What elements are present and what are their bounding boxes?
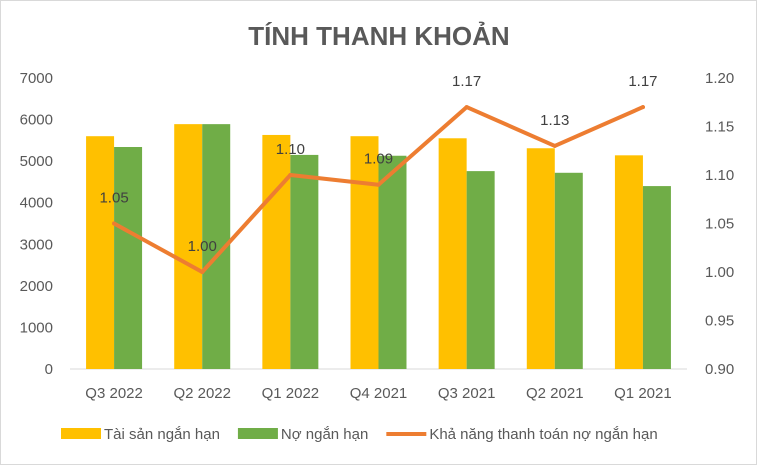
category-label: Q3 2021 bbox=[438, 385, 496, 402]
legend-item-tai-san-swatch bbox=[61, 428, 101, 439]
line-data-label: 1.05 bbox=[99, 190, 128, 207]
category-label: Q1 2022 bbox=[262, 385, 320, 402]
left-tick-label: 4000 bbox=[20, 195, 53, 212]
bar-no-ngan-han bbox=[290, 154, 319, 369]
bar-tai-san-ngan-han bbox=[438, 138, 467, 369]
right-tick-label: 1.20 bbox=[705, 70, 734, 87]
line-data-label: 1.09 bbox=[364, 151, 393, 168]
bar-series bbox=[86, 124, 671, 369]
left-tick-label: 5000 bbox=[20, 153, 53, 170]
bar-no-ngan-han bbox=[114, 147, 143, 369]
line-point bbox=[552, 143, 557, 148]
right-tick-label: 1.05 bbox=[705, 216, 734, 233]
category-label: Q3 2022 bbox=[85, 385, 143, 402]
line-data-label: 1.13 bbox=[540, 112, 569, 129]
line-point bbox=[640, 105, 645, 110]
line-data-label: 1.10 bbox=[276, 141, 305, 158]
right-axis-ticks: 0.90 0.95 1.00 1.05 1.10 1.15 1.20 bbox=[705, 70, 734, 378]
left-tick-label: 3000 bbox=[20, 236, 53, 253]
category-labels: Q3 2022 Q2 2022 Q1 2022 Q4 2021 Q3 2021 Q2 20… bbox=[85, 385, 671, 402]
line-point bbox=[464, 105, 469, 110]
legend-item-no-swatch bbox=[237, 428, 278, 439]
bar-tai-san-ngan-han bbox=[86, 136, 115, 369]
right-tick-label: 0.90 bbox=[705, 361, 734, 378]
right-tick-label: 0.95 bbox=[705, 313, 734, 330]
bar-no-ngan-han bbox=[378, 155, 407, 369]
category-label: Q2 2022 bbox=[173, 385, 231, 402]
category-label: Q4 2021 bbox=[350, 385, 408, 402]
legend-item-kha-nang-label: Khả năng thanh toán nợ ngắn hạn bbox=[429, 426, 657, 443]
line-series: 1.05 1.00 1.10 1.09 1.17 1.13 1.17 bbox=[99, 73, 658, 274]
left-axis-ticks: 0 1000 2000 3000 4000 5000 6000 7000 bbox=[20, 70, 53, 378]
legend-item-no-label: Nợ ngắn hạn bbox=[281, 426, 368, 443]
right-tick-label: 1.15 bbox=[705, 119, 734, 136]
category-label: Q1 2021 bbox=[614, 385, 672, 402]
line-data-label: 1.17 bbox=[452, 73, 481, 90]
left-tick-label: 0 bbox=[45, 361, 53, 378]
line-point bbox=[200, 270, 205, 274]
bar-tai-san-ngan-han bbox=[262, 134, 291, 369]
category-label: Q2 2021 bbox=[526, 385, 584, 402]
line-point bbox=[288, 173, 293, 177]
line-point bbox=[112, 221, 117, 226]
chart-title: TÍNH THANH KHOẢN bbox=[248, 21, 509, 51]
bar-tai-san-ngan-han bbox=[614, 155, 643, 369]
bar-no-ngan-han bbox=[466, 171, 495, 369]
left-tick-label: 6000 bbox=[20, 112, 53, 129]
bar-no-ngan-han bbox=[554, 172, 583, 369]
line-data-label: 1.00 bbox=[188, 238, 217, 255]
right-tick-label: 1.00 bbox=[705, 264, 734, 281]
line-point bbox=[376, 182, 381, 187]
legend-item-tai-san-label: Tài sản ngắn hạn bbox=[104, 426, 220, 443]
left-tick-label: 2000 bbox=[20, 278, 53, 295]
right-tick-label: 1.10 bbox=[705, 167, 734, 184]
bar-tai-san-ngan-han bbox=[350, 136, 379, 369]
bar-tai-san-ngan-han bbox=[526, 148, 555, 369]
legend: Tài sản ngắn hạn Nợ ngắn hạn Khả năng than… bbox=[61, 426, 658, 443]
bar-tai-san-ngan-han bbox=[174, 124, 203, 369]
left-tick-label: 1000 bbox=[20, 319, 53, 336]
line-data-label: 1.17 bbox=[628, 73, 657, 90]
bar-no-ngan-han bbox=[642, 186, 671, 369]
left-tick-label: 7000 bbox=[20, 70, 53, 87]
